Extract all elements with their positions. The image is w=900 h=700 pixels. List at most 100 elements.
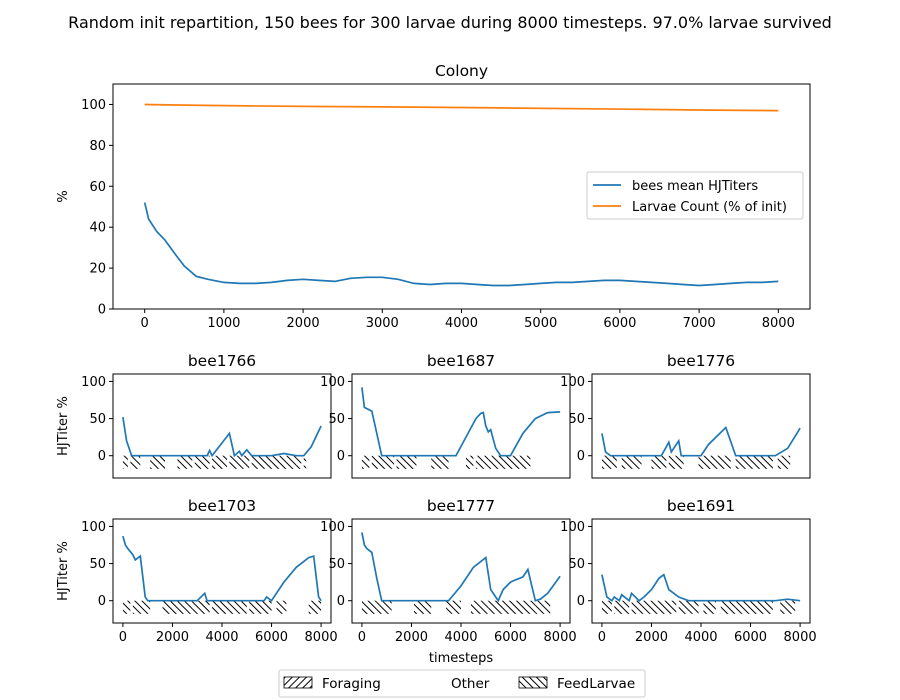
y-tick-label: 50	[89, 412, 106, 427]
y-tick-label: 50	[328, 412, 345, 427]
y-tick-label: 100	[81, 520, 106, 535]
y-tick-label: 40	[89, 221, 106, 236]
x-tick-label: 6000	[603, 316, 636, 331]
activity-bar	[446, 600, 461, 614]
panel-bee1687: bee1687 0 50 100	[320, 352, 571, 479]
activity-bar	[535, 600, 551, 614]
activity-bar	[130, 455, 141, 469]
y-axis-label: %	[56, 190, 71, 202]
y-tick-label: 0	[577, 594, 585, 609]
y-tick-label: 20	[89, 262, 106, 277]
x-tick-label: 2000	[156, 630, 189, 645]
activity-bar	[308, 600, 322, 614]
x-tick-label: 0	[119, 630, 127, 645]
x-tick-label: 3000	[366, 316, 399, 331]
legend-label-other: Other	[451, 676, 490, 692]
series-line-0	[601, 425, 801, 457]
x-tick-label: 4000	[205, 630, 238, 645]
legend-box	[586, 171, 804, 220]
activity-bar	[249, 600, 272, 614]
x-tick-label: 0	[598, 630, 606, 645]
series-line-0	[143, 202, 779, 287]
panel-title: Colony	[435, 62, 488, 80]
activity-bar	[371, 455, 395, 469]
activity-bar	[755, 455, 773, 469]
y-tick-label: 100	[320, 520, 345, 535]
series-line-0	[361, 532, 561, 603]
activity-bar	[296, 455, 302, 469]
series-line-0	[122, 416, 322, 458]
activity-bar	[276, 600, 287, 614]
activity-bar	[750, 600, 773, 614]
panel-title: bee1691	[667, 497, 735, 515]
series-line-1	[144, 103, 779, 112]
figure-title: Random init repartition, 150 bees for 30…	[68, 13, 832, 32]
x-tick-label: 8000	[544, 630, 577, 645]
x-tick-label: 6000	[255, 630, 288, 645]
activity-bar	[251, 455, 272, 469]
panel-title: bee1776	[667, 352, 735, 370]
activity-bar	[780, 600, 796, 614]
x-tick-label: 5000	[524, 316, 557, 331]
activity-bar	[177, 600, 193, 614]
y-tick-label: 50	[568, 412, 585, 427]
x-tick-label: 2000	[635, 630, 668, 645]
activity-bar	[520, 600, 536, 614]
activity-bar	[192, 600, 210, 614]
activity-bar	[162, 600, 178, 614]
series-line-0	[601, 573, 801, 603]
activity-bar	[396, 455, 417, 469]
axes-frame	[112, 373, 332, 479]
activity-bar	[703, 600, 716, 614]
y-tick-label: 0	[98, 303, 106, 318]
legend-label-0: bees mean HJTiters	[632, 179, 758, 194]
x-tick-label: 8000	[762, 316, 795, 331]
activity-bar	[361, 455, 370, 469]
series-line-0	[361, 387, 561, 457]
activity-bar	[505, 600, 521, 614]
activity-bar	[720, 600, 736, 614]
activity-bar	[503, 455, 516, 469]
activity-bar	[376, 600, 392, 614]
y-tick-label: 100	[320, 375, 345, 390]
x-tick-label: 2000	[287, 316, 320, 331]
activity-bar	[488, 455, 504, 469]
y-tick-label: 50	[568, 557, 585, 572]
x-tick-label: 6000	[494, 630, 527, 645]
activity-bar	[465, 455, 474, 469]
activity-bar	[177, 455, 193, 469]
activity-bar	[715, 455, 731, 469]
y-axis-label: HJTiter %	[56, 396, 71, 456]
activity-bar	[658, 600, 677, 614]
x-tick-label: 1000	[207, 316, 240, 331]
y-tick-label: 100	[560, 375, 585, 390]
panel-bee1766: bee1766 0 50 100 HJTiter %	[56, 352, 332, 479]
panel-bee1703: bee1703 0 50 100 0 2000 4000 6000 8000 HJTiter %	[56, 497, 338, 645]
activity-bar	[122, 455, 128, 469]
activity-bar	[150, 455, 166, 469]
axes-frame	[591, 373, 811, 479]
axes-frame	[351, 373, 571, 479]
activity-bar	[735, 600, 751, 614]
activity-bar	[777, 455, 791, 469]
activity-bar	[431, 455, 449, 469]
legend-label-feedlarvae: FeedLarvae	[557, 676, 635, 692]
activity-bar	[470, 600, 489, 614]
legend-label-foraging: Foraging	[322, 676, 381, 692]
activity-bar	[361, 600, 377, 614]
x-tick-label: 4000	[684, 630, 717, 645]
panel-title: bee1703	[188, 497, 256, 515]
legend-frame	[278, 669, 646, 698]
activity-bar	[601, 455, 617, 469]
x-tick-label: 4000	[444, 630, 477, 645]
panel-bee1691: bee1691 0 50 100 0 2000 4000 6000 8000	[560, 497, 816, 645]
panel-bee1776: bee1776 0 50 100	[560, 352, 811, 479]
x-tick-label: 0	[358, 630, 366, 645]
activity-bar	[303, 455, 307, 469]
legend-bottom: Foraging Other FeedLarvae	[278, 669, 646, 698]
y-tick-label: 0	[98, 594, 106, 609]
panel-title: bee1777	[427, 497, 495, 515]
activity-bar	[132, 600, 151, 614]
